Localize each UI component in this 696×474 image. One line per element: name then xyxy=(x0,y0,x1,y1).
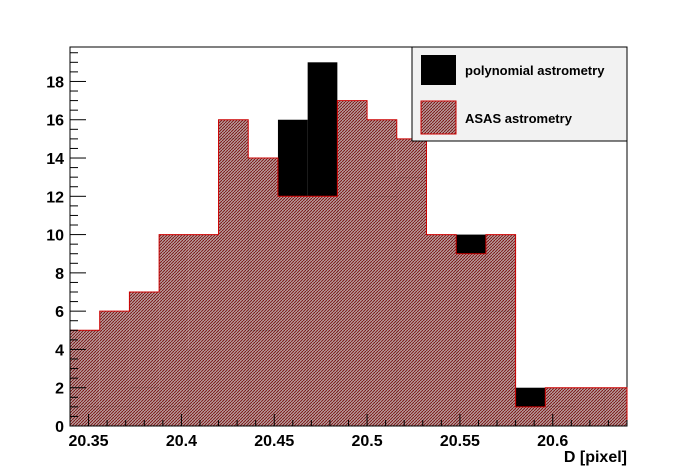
overlap-bar xyxy=(485,311,516,426)
asas-bar xyxy=(604,387,627,426)
y-tick-label: 6 xyxy=(55,304,64,321)
legend-swatch-polynomial xyxy=(421,55,456,85)
y-tick-label: 12 xyxy=(46,189,64,206)
legend: polynomial astrometry ASAS astrometry xyxy=(411,46,628,142)
overlap-bar xyxy=(456,253,486,426)
overlap-bar xyxy=(277,196,308,426)
y-tick-label: 0 xyxy=(55,419,64,436)
x-tick-label: 20.55 xyxy=(440,433,480,450)
overlap-bar xyxy=(545,406,576,426)
x-axis-title: D [pixel] xyxy=(564,449,627,466)
x-axis-ticks: 20.35 20.4 20.45 20.5 20.55 20.6 xyxy=(69,414,628,450)
legend-swatch-asas xyxy=(420,100,457,135)
overlap-bar xyxy=(367,196,397,426)
overlap-bar xyxy=(396,177,427,426)
y-tick-label: 8 xyxy=(55,266,64,283)
y-tick-label: 2 xyxy=(55,381,64,398)
x-tick-label: 20.35 xyxy=(69,433,109,450)
overlap-bar xyxy=(307,196,338,426)
y-tick-label: 14 xyxy=(46,151,64,168)
overlap-bar xyxy=(426,234,457,426)
overlap-bar xyxy=(159,406,189,426)
x-tick-label: 20.6 xyxy=(537,433,568,450)
y-tick-label: 4 xyxy=(55,342,64,359)
y-tick-label: 10 xyxy=(46,228,64,245)
legend-label-polynomial: polynomial astrometry xyxy=(465,63,605,78)
y-tick-label: 18 xyxy=(46,74,64,91)
y-tick-label: 16 xyxy=(46,113,64,130)
asas-bar xyxy=(159,234,189,426)
legend-label-asas: ASAS astrometry xyxy=(465,111,573,126)
overlap-bar xyxy=(337,100,368,427)
overlap-bar xyxy=(515,406,546,426)
overlap-bar xyxy=(218,138,249,426)
x-tick-label: 20.45 xyxy=(254,433,294,450)
overlap-bar xyxy=(70,406,100,426)
overlap-bar xyxy=(99,406,130,426)
y-axis-ticks: 0 2 4 6 8 10 12 14 16 18 xyxy=(46,52,86,436)
overlap-bar xyxy=(248,330,278,426)
overlap-bar xyxy=(188,349,219,426)
x-tick-label: 20.5 xyxy=(351,433,382,450)
overlap-bar xyxy=(575,387,605,426)
overlap-bar xyxy=(129,387,160,426)
x-tick-label: 20.4 xyxy=(166,433,197,450)
asas-outline xyxy=(69,100,628,426)
overlap-series xyxy=(69,100,628,427)
